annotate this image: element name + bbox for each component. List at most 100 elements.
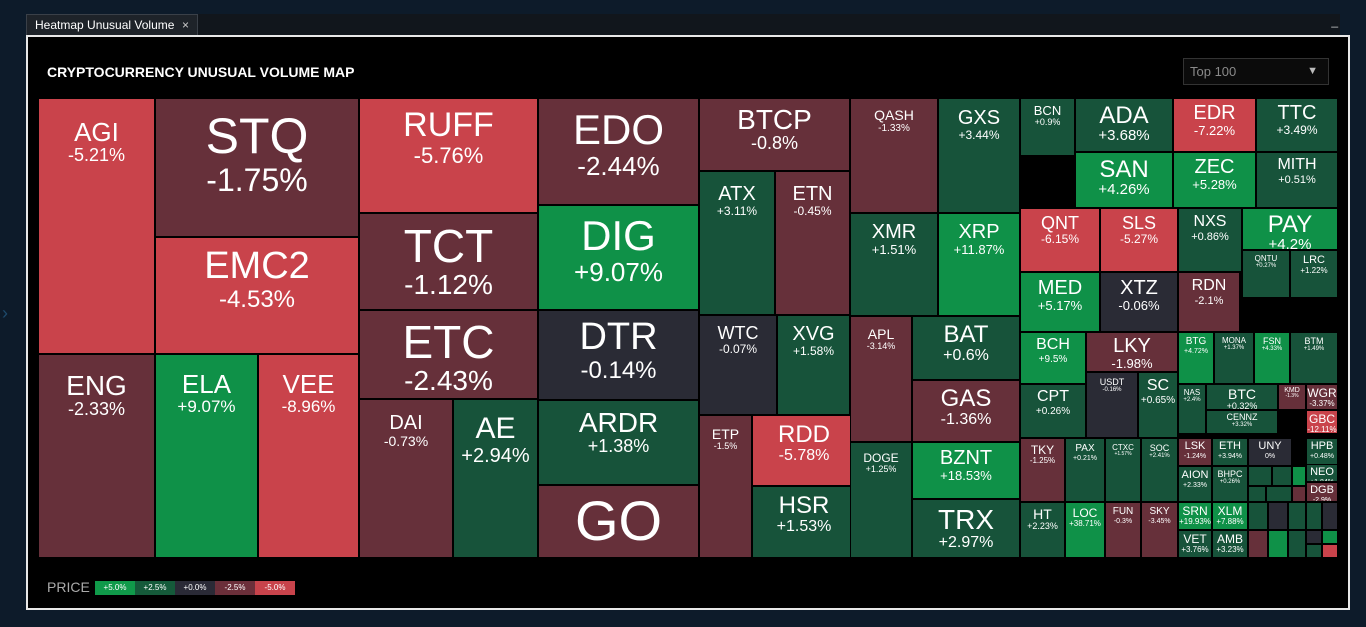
- heatmap-tile-wtc[interactable]: WTC -0.07%: [699, 315, 777, 415]
- heatmap-tile-qash[interactable]: QASH -1.33%: [850, 98, 938, 213]
- heatmap-tile-qntu[interactable]: QNTU +0.27%: [1242, 250, 1290, 298]
- heatmap-tile-edr[interactable]: EDR -7.22%: [1173, 98, 1256, 152]
- heatmap-tile-lky[interactable]: LKY -1.98%: [1086, 332, 1178, 372]
- heatmap-tile-hpb[interactable]: HPB +0.48%: [1306, 438, 1338, 466]
- side-collapse-chevron-icon[interactable]: ›: [2, 303, 8, 323]
- heatmap-tile-kmd[interactable]: KMD -1.3%: [1278, 384, 1306, 410]
- heatmap-tile-btc[interactable]: BTC +0.32%: [1206, 384, 1278, 410]
- heatmap-tile-ruff[interactable]: RUFF -5.76%: [359, 98, 538, 213]
- heatmap-tile-minor[interactable]: [1322, 530, 1338, 544]
- heatmap-tile-loc[interactable]: LOC +38.71%: [1065, 502, 1105, 558]
- heatmap-tile-etn[interactable]: ETN -0.45%: [775, 171, 850, 315]
- heatmap-tile-minor[interactable]: [1248, 530, 1268, 558]
- heatmap-tile-usdt[interactable]: USDT -0.16%: [1086, 372, 1138, 438]
- heatmap-tile-minor[interactable]: [1248, 502, 1268, 530]
- heatmap-tile-minor[interactable]: [1266, 486, 1292, 502]
- heatmap-tile-pax[interactable]: PAX +0.21%: [1065, 438, 1105, 502]
- heatmap-tile-cpt[interactable]: CPT +0.26%: [1020, 384, 1086, 438]
- heatmap-tile-xvg[interactable]: XVG +1.58%: [777, 315, 850, 415]
- heatmap-tile-minor[interactable]: [1306, 544, 1322, 558]
- heatmap-tile-vet[interactable]: VET +3.76%: [1178, 530, 1212, 558]
- heatmap-tile-minor[interactable]: [1292, 466, 1306, 486]
- heatmap-tile-minor[interactable]: [1248, 466, 1272, 486]
- heatmap-tile-gbc[interactable]: GBC -12.11%: [1306, 410, 1338, 434]
- heatmap-tile-ae[interactable]: AE +2.94%: [453, 399, 538, 558]
- heatmap-tile-zec[interactable]: ZEC +5.28%: [1173, 152, 1256, 208]
- heatmap-tile-san[interactable]: SAN +4.26%: [1075, 152, 1173, 208]
- top-count-select[interactable]: Top 100 ▼: [1183, 58, 1329, 85]
- tab-close-icon[interactable]: ×: [181, 18, 189, 32]
- heatmap-tile-sls[interactable]: SLS -5.27%: [1100, 208, 1178, 272]
- heatmap-tile-minor[interactable]: [1272, 466, 1292, 486]
- heatmap-tile-nxs[interactable]: NXS +0.86%: [1178, 208, 1242, 272]
- heatmap-tile-xlm[interactable]: XLM +7.88%: [1212, 502, 1248, 530]
- heatmap-tile-minor[interactable]: [1268, 530, 1288, 558]
- minimize-button[interactable]: _: [1331, 14, 1338, 28]
- heatmap-tile-mona[interactable]: MONA +1.37%: [1214, 332, 1254, 384]
- heatmap-tile-btm[interactable]: BTM +1.49%: [1290, 332, 1338, 384]
- heatmap-tile-fsn[interactable]: FSN +4.33%: [1254, 332, 1290, 384]
- heatmap-tile-bch[interactable]: BCH +9.5%: [1020, 332, 1086, 384]
- heatmap-tile-hsr[interactable]: HSR +1.53%: [752, 486, 856, 558]
- heatmap-tile-xtz[interactable]: XTZ -0.06%: [1100, 272, 1178, 332]
- heatmap-tile-dai[interactable]: DAI -0.73%: [359, 399, 453, 558]
- tab-heatmap-unusual-volume[interactable]: Heatmap Unusual Volume ×: [26, 14, 198, 35]
- heatmap-tile-wgr[interactable]: WGR -3.37%: [1306, 384, 1338, 410]
- heatmap-tile-trx[interactable]: TRX +2.97%: [912, 499, 1020, 558]
- heatmap-tile-dgb[interactable]: DGB -2.9%: [1306, 482, 1338, 502]
- heatmap-tile-ttc[interactable]: TTC +3.49%: [1256, 98, 1338, 152]
- heatmap-tile-etp[interactable]: ETP -1.5%: [699, 415, 752, 558]
- heatmap-tile-ada[interactable]: ADA +3.68%: [1075, 98, 1173, 152]
- heatmap-tile-apl[interactable]: APL -3.14%: [850, 316, 912, 442]
- heatmap-tile-mith[interactable]: MITH +0.51%: [1256, 152, 1338, 208]
- heatmap-tile-srn[interactable]: SRN +19.93%: [1178, 502, 1212, 530]
- heatmap-tile-emc2[interactable]: EMC2 -4.53%: [155, 237, 359, 354]
- heatmap-tile-eng[interactable]: ENG -2.33%: [38, 354, 155, 558]
- heatmap-tile-neo[interactable]: NEO+1.84%: [1306, 464, 1338, 482]
- heatmap-tile-vee[interactable]: VEE -8.96%: [258, 354, 359, 558]
- heatmap-tile-ela[interactable]: ELA +9.07%: [155, 354, 258, 558]
- heatmap-tile-cennz[interactable]: CENNZ +3.32%: [1206, 410, 1278, 434]
- heatmap-tile-bznt[interactable]: BZNT +18.53%: [912, 442, 1020, 499]
- heatmap-tile-etc[interactable]: ETC -2.43%: [359, 310, 538, 399]
- heatmap-tile-minor[interactable]: [1306, 530, 1322, 544]
- heatmap-tile-atx[interactable]: ATX +3.11%: [699, 171, 775, 315]
- heatmap-tile-xmr[interactable]: XMR +1.51%: [850, 213, 938, 316]
- heatmap-tile-minor[interactable]: [1288, 502, 1306, 530]
- heatmap-tile-minor[interactable]: [1248, 486, 1266, 502]
- heatmap-tile-qnt[interactable]: QNT -6.15%: [1020, 208, 1100, 272]
- heatmap-tile-soc[interactable]: SOC +2.41%: [1141, 438, 1178, 502]
- heatmap-tile-amb[interactable]: AMB +3.23%: [1212, 530, 1248, 558]
- heatmap-tile-uny[interactable]: UNY 0%: [1248, 438, 1292, 466]
- heatmap-tile-gas[interactable]: GAS -1.36%: [912, 380, 1020, 442]
- heatmap-tile-minor[interactable]: [1292, 486, 1306, 502]
- heatmap-tile-sc[interactable]: SC +0.65%: [1138, 372, 1178, 438]
- heatmap-tile-minor[interactable]: [1322, 544, 1338, 558]
- heatmap-tile-bat[interactable]: BAT +0.6%: [912, 316, 1020, 380]
- heatmap-tile-med[interactable]: MED +5.17%: [1020, 272, 1100, 332]
- heatmap-tile-dig[interactable]: DIG +9.07%: [538, 205, 699, 310]
- heatmap-tile-xrp[interactable]: XRP +11.87%: [938, 213, 1020, 316]
- heatmap-tile-ardr[interactable]: ARDR +1.38%: [538, 400, 699, 485]
- heatmap-tile-go[interactable]: GO-2.01%: [538, 485, 699, 558]
- heatmap-tile-minor[interactable]: [1268, 502, 1288, 530]
- heatmap-tile-nas[interactable]: NAS +2.4%: [1178, 384, 1206, 434]
- heatmap-tile-dtr[interactable]: DTR -0.14%: [538, 310, 699, 400]
- heatmap-tile-agi[interactable]: AGI -5.21%: [38, 98, 155, 354]
- heatmap-tile-eth[interactable]: ETH +3.94%: [1212, 438, 1248, 466]
- heatmap-tile-edo[interactable]: EDO -2.44%: [538, 98, 699, 205]
- heatmap-tile-doge[interactable]: DOGE +1.25%: [850, 442, 912, 558]
- heatmap-tile-fun[interactable]: FUN -0.3%: [1105, 502, 1141, 558]
- heatmap-tile-minor[interactable]: [1306, 502, 1322, 530]
- heatmap-tile-stq[interactable]: STQ -1.75%: [155, 98, 359, 237]
- heatmap-tile-gxs[interactable]: GXS +3.44%: [938, 98, 1020, 213]
- heatmap-tile-bcn[interactable]: BCN +0.9%: [1020, 98, 1075, 156]
- heatmap-tile-sky[interactable]: SKY -3.45%: [1141, 502, 1178, 558]
- heatmap-tile-aion[interactable]: AION +2.33%: [1178, 466, 1212, 502]
- heatmap-tile-bhpc[interactable]: BHPC +0.26%: [1212, 466, 1248, 502]
- heatmap-tile-tky[interactable]: TKY -1.25%: [1020, 438, 1065, 502]
- heatmap-tile-lsk[interactable]: LSK -1.24%: [1178, 438, 1212, 466]
- heatmap-tile-rdd[interactable]: RDD -5.78%: [752, 415, 856, 486]
- heatmap-tile-ht[interactable]: HT +2.23%: [1020, 502, 1065, 558]
- heatmap-tile-btg[interactable]: BTG +4.72%: [1178, 332, 1214, 384]
